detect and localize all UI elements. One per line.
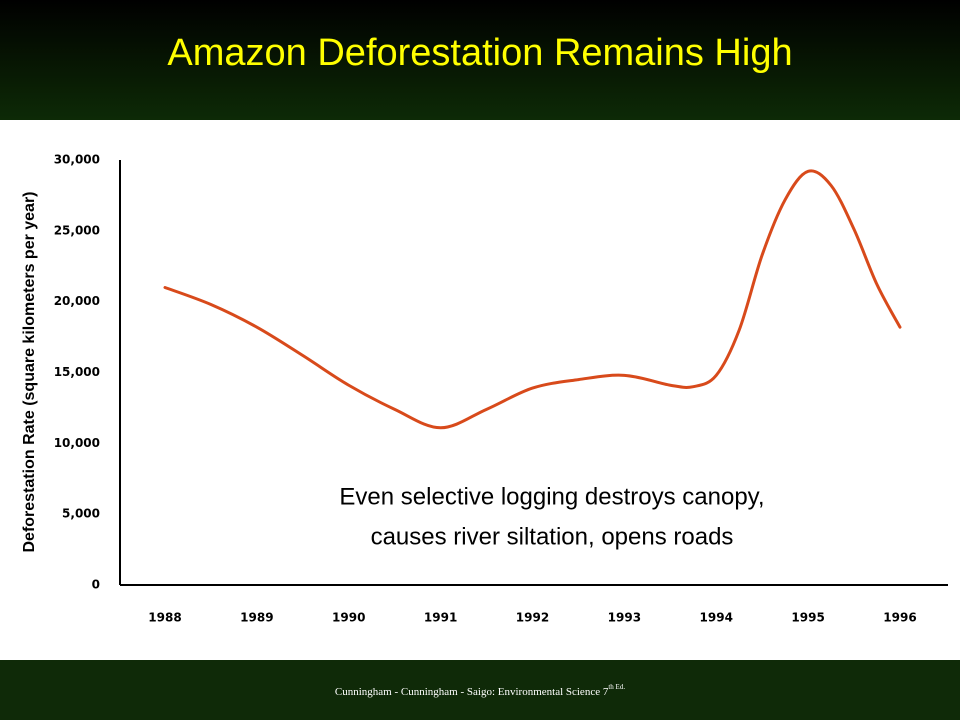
x-tick-label: 1992 xyxy=(516,611,549,625)
x-tick-label: 1988 xyxy=(148,611,181,625)
footer-text: Cunningham - Cunningham - Saigo: Environ… xyxy=(335,686,609,698)
x-tick-label: 1991 xyxy=(424,611,457,625)
x-tick-label: 1989 xyxy=(240,611,273,625)
x-tick-label: 1990 xyxy=(332,611,365,625)
y-tick-label: 30,000 xyxy=(54,153,100,167)
y-tick-label: 20,000 xyxy=(54,294,100,308)
chart-title: Amazon Deforestation Remains High xyxy=(167,32,792,74)
annotation: causes river siltation, opens roads xyxy=(371,523,734,550)
x-tick-label: 1995 xyxy=(791,611,824,625)
x-tick-label: 1993 xyxy=(608,611,641,625)
x-tick-label: 1996 xyxy=(883,611,916,625)
y-tick-label: 25,000 xyxy=(54,223,100,237)
data-line xyxy=(163,169,902,430)
y-tick-label: 0 xyxy=(92,578,100,592)
footer: Cunningham - Cunningham - Saigo: Environ… xyxy=(335,683,625,698)
header-band xyxy=(0,0,960,120)
y-axis-label: Deforestation Rate (square kilometers pe… xyxy=(21,191,38,552)
y-tick-label: 5,000 xyxy=(62,507,100,521)
y-tick-label: 10,000 xyxy=(54,436,100,450)
annotation: Even selective logging destroys canopy, xyxy=(339,483,764,510)
footer-superscript: th Ed. xyxy=(608,683,625,691)
y-tick-label: 15,000 xyxy=(54,365,100,379)
x-tick-label: 1994 xyxy=(700,611,733,625)
footer-band xyxy=(0,660,960,720)
